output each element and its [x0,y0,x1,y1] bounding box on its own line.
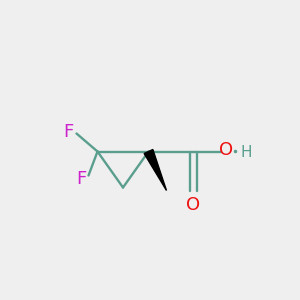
Text: H: H [240,145,251,160]
Text: O: O [219,141,233,159]
Text: F: F [63,123,74,141]
Polygon shape [144,149,167,190]
Text: F: F [77,169,87,188]
Text: O: O [186,196,201,214]
